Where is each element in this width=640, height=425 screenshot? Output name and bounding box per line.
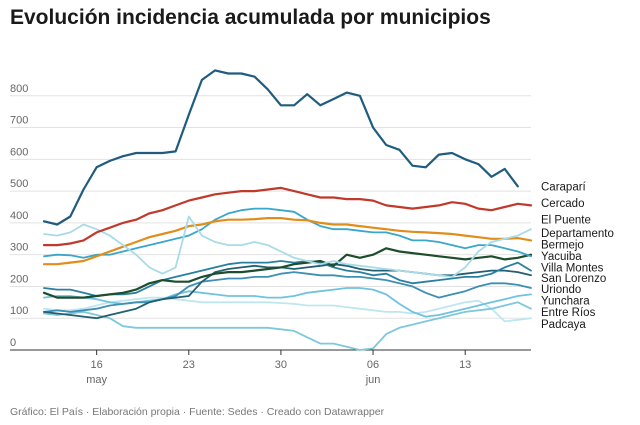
series-label: San Lorenzo bbox=[541, 273, 606, 285]
series-label: Padcaya bbox=[541, 319, 586, 331]
series-label: Cercado bbox=[541, 198, 584, 210]
y-tick-label: 400 bbox=[10, 210, 28, 222]
x-tick-label: 23 bbox=[183, 359, 195, 371]
series-line-cercado bbox=[42, 186, 533, 247]
x-tick-sublabel: jun bbox=[365, 374, 381, 386]
x-tick-sublabel: may bbox=[86, 374, 107, 386]
y-tick-label: 200 bbox=[10, 273, 28, 285]
x-tick-label: 13 bbox=[459, 359, 471, 371]
series-line-caraparí bbox=[42, 69, 519, 226]
grid bbox=[10, 95, 531, 351]
chart-footer: Gráfico: El País · Elaboración propia · … bbox=[10, 406, 385, 418]
series-line-entre-ríos bbox=[43, 301, 532, 351]
y-tick-label: 600 bbox=[10, 146, 28, 158]
series-line-san-lorenzo bbox=[43, 263, 532, 320]
y-tick-label: 800 bbox=[10, 83, 28, 95]
series-lines bbox=[42, 69, 533, 351]
series-label: El Puente bbox=[541, 215, 591, 227]
x-tick-label: 16 bbox=[91, 359, 103, 371]
series-label: Villa Montes bbox=[541, 262, 604, 274]
series-label: Bermejo bbox=[541, 239, 584, 251]
chart-title: Evolución incidencia acumulada por munic… bbox=[10, 6, 491, 29]
series-label: Entre Ríos bbox=[541, 307, 596, 319]
series-label: Uriondo bbox=[541, 284, 581, 296]
y-tick-label: 0 bbox=[10, 337, 16, 349]
x-axis: 16 may 23 30 06 jun 13 bbox=[86, 350, 471, 386]
x-tick-label: 06 bbox=[367, 359, 379, 371]
y-axis: 0 100 200 300 400 500 600 700 800 bbox=[10, 83, 28, 349]
series-labels: Caraparí Cercado El PuenteDepartamentoBerm… bbox=[541, 181, 614, 331]
y-tick-label: 300 bbox=[10, 242, 28, 254]
series-label: Departamento bbox=[541, 228, 614, 240]
y-tick-label: 500 bbox=[10, 178, 28, 190]
y-tick-label: 700 bbox=[10, 115, 28, 127]
series-line-el-puente bbox=[43, 215, 532, 278]
series-line-padcaya bbox=[43, 296, 532, 323]
series-label: Yunchara bbox=[541, 295, 590, 307]
y-tick-label: 100 bbox=[10, 305, 28, 317]
series-line-villa-montes bbox=[43, 260, 532, 297]
series-line-uriondo bbox=[43, 271, 532, 313]
series-label: Caraparí bbox=[541, 181, 587, 193]
x-tick-label: 30 bbox=[275, 359, 287, 371]
series-line-bermejo bbox=[43, 207, 532, 259]
series-line-yacuiba bbox=[42, 247, 533, 299]
series-label: Yacuiba bbox=[541, 251, 582, 263]
